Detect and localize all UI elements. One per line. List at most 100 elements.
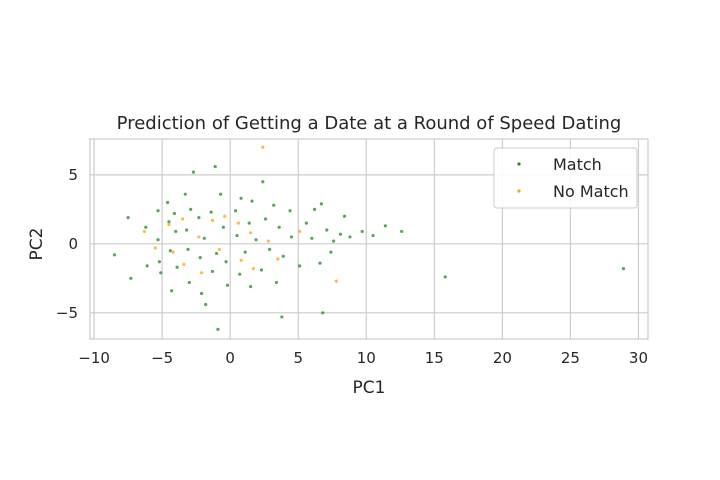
point-no-match [266,239,270,243]
point-match [191,170,196,174]
point-no-match [334,279,338,283]
legend-box [493,147,638,209]
point-match [304,221,308,225]
point-no-match [251,267,255,271]
point-match [209,210,213,214]
point-match [168,249,172,253]
point-match [297,264,302,268]
point-match [186,247,190,251]
point-match [219,192,223,196]
x-tick-label: 30 [629,349,648,367]
point-match [338,232,343,236]
point-no-match [261,145,265,149]
point-match [235,233,239,238]
x-axis-ticks: −10 −5 0 5 10 15 20 25 30 [78,349,648,367]
x-tick-label: 15 [425,349,444,367]
point-match [348,235,352,239]
point-no-match [153,246,157,250]
point-match [263,217,268,221]
point-no-match [142,229,147,234]
legend-marker-no-match [517,189,521,193]
point-match [254,238,258,242]
point-match [187,280,191,285]
plot-frame [89,138,649,340]
point-no-match [197,235,201,239]
point-match [400,229,404,234]
x-tick-label: −10 [78,349,110,367]
point-match [248,284,253,289]
point-match [321,311,325,315]
point-match [329,250,333,254]
point-match [261,180,265,184]
point-match [112,253,117,257]
legend: Match No Match [493,147,638,209]
point-match [189,207,193,211]
point-match [247,221,251,225]
point-match [126,216,130,220]
data-points [112,145,626,331]
point-match [159,271,163,275]
point-match [174,229,178,234]
y-tick-label: 0 [68,235,78,253]
point-match [214,251,219,256]
x-tick-label: 5 [293,349,303,367]
point-no-match [248,231,253,235]
point-match [202,236,206,240]
point-no-match [276,257,280,261]
point-match [204,302,208,307]
point-match [210,269,215,274]
y-tick-label: 5 [68,166,78,184]
point-match [213,164,217,169]
point-match [383,224,387,228]
point-match [250,199,254,203]
point-no-match [236,221,240,225]
point-match [259,268,264,272]
point-match [200,291,204,296]
point-match [198,256,202,260]
point-match [360,229,364,234]
x-axis-label: PC1 [353,378,386,398]
point-match [144,225,148,229]
point-match [281,254,285,258]
point-match [443,275,447,279]
legend-marker-match [517,162,521,166]
point-match [145,264,149,268]
point-no-match [239,258,243,262]
legend-label-no-match: No Match [553,182,629,201]
point-match [239,196,243,200]
point-match [175,265,179,269]
point-match [165,200,170,205]
x-tick-label: 10 [357,349,376,367]
point-match [312,207,317,211]
point-match [183,192,187,196]
point-no-match [171,250,175,254]
point-match [167,220,171,224]
point-no-match [200,271,204,275]
point-match [318,261,322,265]
point-match [332,239,336,243]
point-match [319,202,323,206]
point-match [185,228,189,232]
y-tick-label: −5 [56,304,78,322]
point-no-match [182,262,186,267]
point-match [289,235,294,239]
point-match [342,214,347,218]
point-match [272,203,276,207]
point-match [225,283,230,287]
point-match [371,233,375,238]
x-tick-label: 25 [561,349,580,367]
point-match [129,276,133,280]
point-match [280,315,284,319]
point-match [156,209,160,213]
point-match [310,236,314,240]
point-no-match [297,229,302,234]
point-no-match [210,218,215,222]
point-no-match [167,222,171,227]
point-match [268,247,272,251]
point-match [243,250,247,254]
x-tick-label: 20 [493,349,512,367]
point-match [170,289,174,293]
point-match [238,272,242,276]
legend-label-match: Match [553,155,602,174]
